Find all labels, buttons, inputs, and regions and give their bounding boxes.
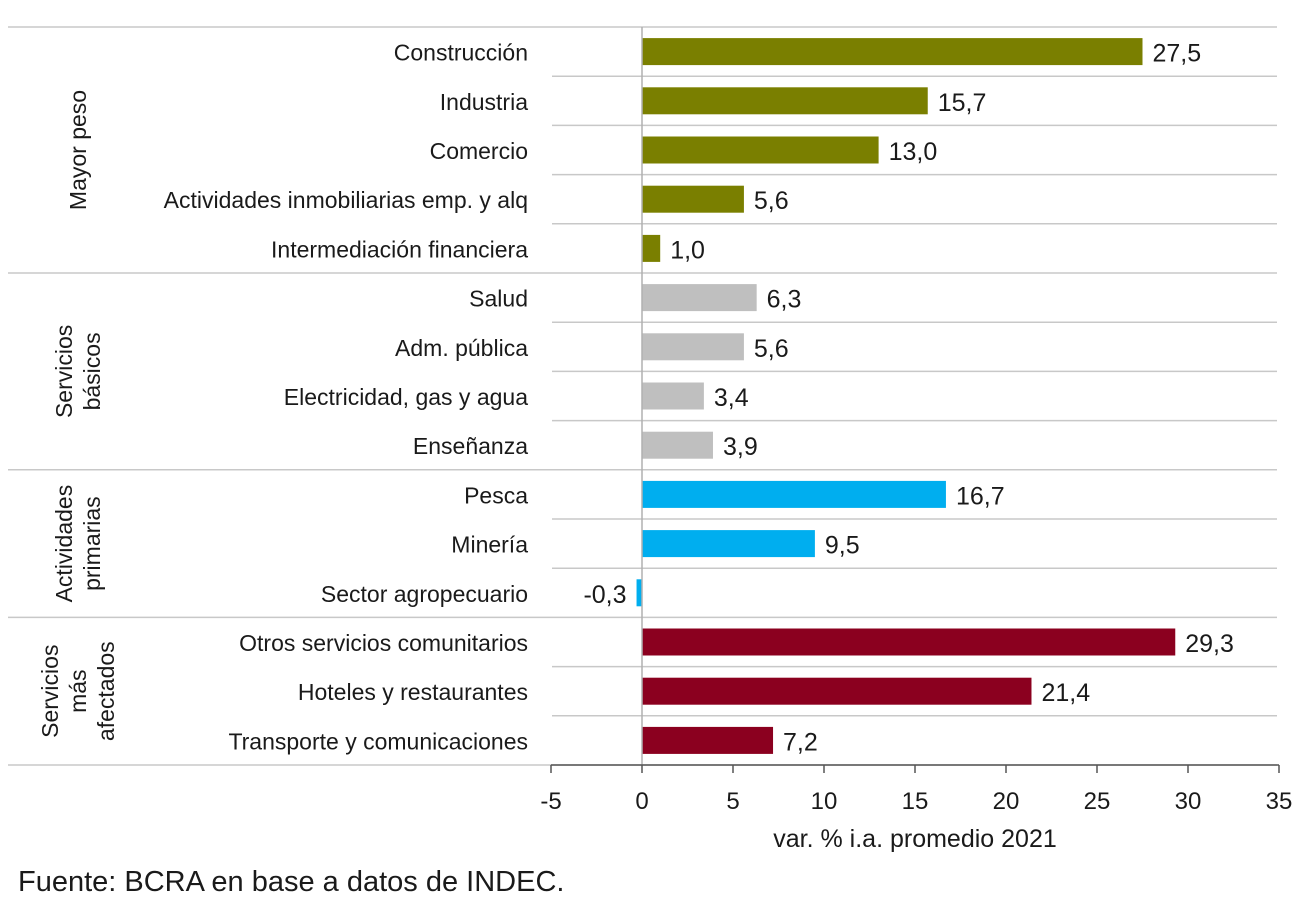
data-label: 13,0	[889, 138, 938, 166]
data-label: -0,3	[583, 581, 626, 609]
bar	[642, 333, 744, 361]
bar	[642, 87, 928, 115]
data-label: 29,3	[1185, 630, 1234, 658]
group-label-line: Mayor peso	[65, 90, 91, 210]
data-label: 7,2	[783, 728, 818, 756]
x-tick-label: -5	[540, 788, 561, 815]
data-label: 15,7	[938, 89, 987, 117]
data-label: 21,4	[1041, 679, 1090, 707]
bar	[642, 677, 1032, 705]
data-label: 27,5	[1153, 40, 1202, 68]
group-label-line: básicos	[79, 332, 105, 410]
category-label: Minería	[451, 532, 528, 558]
x-tick-label: 35	[1266, 788, 1293, 815]
category-label: Enseñanza	[413, 433, 528, 459]
group-label-line: afectados	[93, 641, 119, 741]
category-label: Transporte y comunicaciones	[228, 728, 528, 754]
data-label: 6,3	[767, 286, 802, 314]
category-label: Hoteles y restaurantes	[298, 679, 528, 705]
group-label-line: más	[65, 669, 91, 712]
data-label: 1,0	[670, 236, 705, 264]
group-label-line: Servicios	[37, 645, 63, 738]
data-label: 5,6	[754, 187, 789, 215]
bar	[642, 480, 946, 508]
category-label: Otros servicios comunitarios	[239, 630, 528, 656]
bar	[636, 579, 642, 607]
category-label: Electricidad, gas y agua	[284, 384, 528, 410]
bar	[642, 234, 661, 262]
x-tick-label: 5	[726, 788, 739, 815]
category-label: Industria	[440, 89, 528, 115]
bar	[642, 726, 774, 754]
group-label: Actividadesprimarias	[51, 485, 105, 603]
bar	[642, 628, 1176, 656]
x-tick-label: 10	[811, 788, 838, 815]
group-label: Serviciosbásicos	[51, 325, 105, 418]
data-label: 5,6	[754, 335, 789, 363]
bar	[642, 382, 704, 410]
data-label: 9,5	[825, 532, 860, 560]
category-label: Comercio	[430, 138, 528, 164]
group-label: Mayor peso	[65, 90, 91, 210]
x-tick-label: 0	[635, 788, 648, 815]
category-label: Actividades inmobiliarias emp. y alq	[164, 187, 528, 213]
category-label: Salud	[469, 286, 528, 312]
bar	[642, 185, 744, 213]
data-label: 3,9	[723, 433, 758, 461]
data-label: 16,7	[956, 482, 1005, 510]
group-label-line: Actividades	[51, 485, 77, 603]
bar	[642, 136, 879, 164]
x-tick-label: 25	[1084, 788, 1111, 815]
bar	[642, 431, 713, 459]
category-label: Adm. pública	[395, 335, 528, 361]
x-tick-label: 30	[1175, 788, 1202, 815]
x-tick-label: 15	[902, 788, 929, 815]
category-label: Intermediación financiera	[271, 236, 528, 262]
source-note: Fuente: BCRA en base a datos de INDEC.	[18, 866, 565, 898]
group-label-line: primarias	[79, 496, 105, 591]
data-label: 3,4	[714, 384, 749, 412]
group-label: Serviciosmásafectados	[37, 641, 119, 741]
bar	[642, 38, 1143, 66]
x-axis-title: var. % i.a. promedio 2021	[773, 825, 1057, 853]
bar	[642, 530, 815, 558]
group-label-line: Servicios	[51, 325, 77, 418]
category-label: Pesca	[464, 482, 528, 508]
x-tick-label: 20	[993, 788, 1020, 815]
category-label: Sector agropecuario	[321, 581, 528, 607]
category-label: Construcción	[394, 40, 528, 66]
bar	[642, 284, 757, 312]
